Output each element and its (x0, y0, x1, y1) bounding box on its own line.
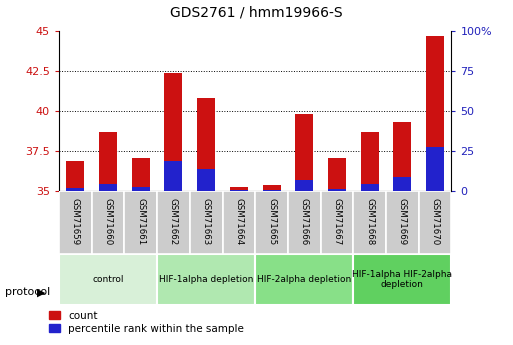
Bar (165, 161, 183, 191)
Text: GDS2761 / hmm19966-S: GDS2761 / hmm19966-S (170, 5, 343, 19)
Bar (190, 191, 223, 254)
Bar (255, 191, 288, 254)
Text: GSM71663: GSM71663 (202, 198, 211, 245)
Bar (59, 254, 157, 305)
Text: GSM71670: GSM71670 (430, 198, 440, 245)
Bar (426, 147, 444, 191)
Text: HIF-2alpha depletion: HIF-2alpha depletion (257, 275, 351, 284)
Bar (353, 191, 386, 254)
Text: GSM71667: GSM71667 (332, 198, 342, 245)
Bar (321, 191, 353, 254)
Bar (426, 36, 444, 191)
Legend: count, percentile rank within the sample: count, percentile rank within the sample (49, 310, 244, 334)
Text: GSM71659: GSM71659 (71, 198, 80, 245)
Text: HIF-1alpha depletion: HIF-1alpha depletion (159, 275, 253, 284)
Bar (328, 158, 346, 191)
Text: GSM71665: GSM71665 (267, 198, 276, 245)
Text: GSM71668: GSM71668 (365, 198, 374, 245)
Bar (361, 184, 379, 191)
Bar (361, 132, 379, 191)
Bar (59, 191, 92, 254)
Bar (386, 191, 419, 254)
Text: control: control (92, 275, 124, 284)
Bar (66, 188, 84, 191)
Bar (92, 191, 125, 254)
Text: GSM71664: GSM71664 (234, 198, 243, 245)
Bar (99, 132, 117, 191)
Bar (295, 115, 313, 191)
Bar (419, 191, 451, 254)
Bar (157, 191, 190, 254)
Text: GSM71666: GSM71666 (300, 198, 309, 245)
Text: GSM71669: GSM71669 (398, 198, 407, 245)
Bar (197, 98, 215, 191)
Bar (165, 73, 183, 191)
Text: protocol: protocol (5, 287, 50, 296)
Text: HIF-1alpha HIF-2alpha
depletion: HIF-1alpha HIF-2alpha depletion (352, 270, 452, 289)
Bar (328, 189, 346, 191)
Bar (197, 169, 215, 191)
Bar (295, 180, 313, 191)
Bar (124, 191, 157, 254)
Bar (353, 254, 451, 305)
Text: GSM71661: GSM71661 (136, 198, 145, 245)
Text: ▶: ▶ (37, 287, 46, 297)
Bar (132, 158, 150, 191)
Bar (230, 190, 248, 191)
Bar (230, 187, 248, 191)
Bar (157, 254, 255, 305)
Bar (99, 184, 117, 191)
Bar (263, 190, 281, 191)
Bar (393, 122, 411, 191)
Bar (288, 191, 321, 254)
Bar (393, 177, 411, 191)
Bar (223, 191, 255, 254)
Bar (263, 185, 281, 191)
Bar (255, 254, 353, 305)
Bar (66, 161, 84, 191)
Text: GSM71660: GSM71660 (104, 198, 112, 245)
Text: GSM71662: GSM71662 (169, 198, 178, 245)
Bar (132, 187, 150, 191)
